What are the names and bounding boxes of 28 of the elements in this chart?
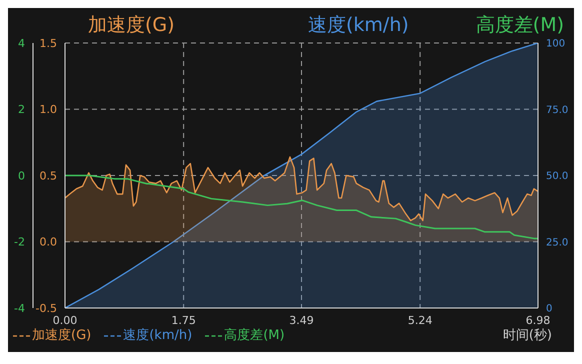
y3-tick-label: 0 xyxy=(18,169,25,182)
y3-axis-title: 高度差(M) xyxy=(476,13,564,38)
y-tick-label: 0.5 xyxy=(40,169,57,182)
y2-tick-label: 0 xyxy=(546,304,552,315)
legend-label: 加速度(G) xyxy=(32,327,92,344)
y2-tick-label: 75.0 xyxy=(546,104,568,116)
legend-label: 速度(km/h) xyxy=(123,327,192,344)
x-tick-label: 1.75 xyxy=(171,314,196,327)
y2-tick-label: 50.0 xyxy=(546,171,568,182)
x-tick-label: 6.98 xyxy=(526,314,550,327)
y3-tick-label: 2 xyxy=(18,103,25,116)
y2-tick-label: 100 xyxy=(546,38,566,50)
y-tick-label: 1.5 xyxy=(40,36,57,50)
y3-tick-label: 4 xyxy=(18,36,25,50)
y3-tick-label: -2 xyxy=(14,236,25,249)
y2-axis-title: 速度(km/h) xyxy=(308,13,409,38)
y3-tick-label: -4 xyxy=(14,302,25,315)
line-series xyxy=(65,174,538,240)
y-axis-title: 加速度(G) xyxy=(88,13,175,38)
y-tick-label: 0.0 xyxy=(40,236,57,249)
x-tick-label: 3.49 xyxy=(289,314,314,327)
y-tick-label: 1.0 xyxy=(40,103,57,116)
legend-label: 高度差(M) xyxy=(224,327,285,344)
x-axis-title: 时间(秒) xyxy=(502,327,552,344)
y-tick-label: -0.5 xyxy=(36,302,57,315)
x-tick-label: 5.24 xyxy=(408,314,432,327)
x-tick-label: 0.00 xyxy=(52,314,78,327)
y2-tick-label: 25.0 xyxy=(546,237,568,248)
